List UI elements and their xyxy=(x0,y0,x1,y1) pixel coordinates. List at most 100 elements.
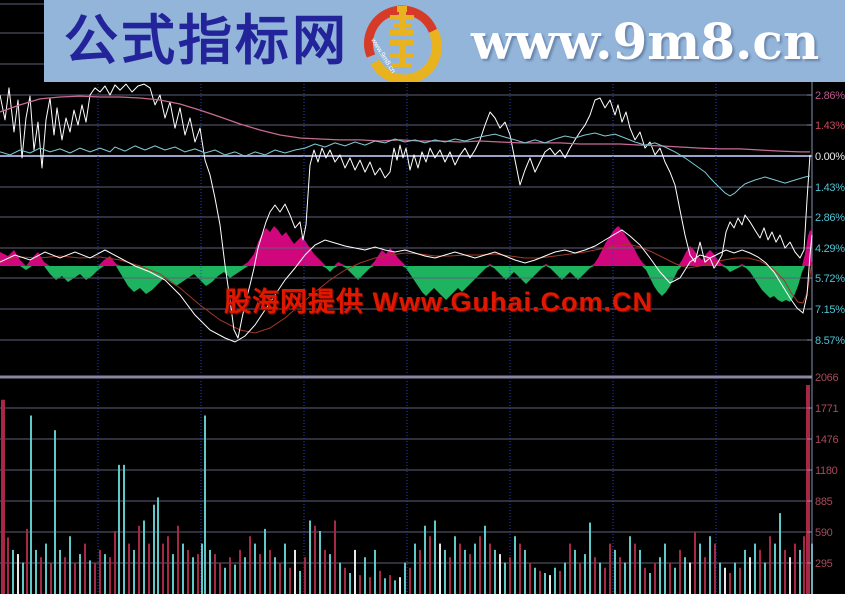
volume-bar xyxy=(484,525,486,594)
volume-bar xyxy=(114,531,116,594)
volume-bar xyxy=(384,578,386,594)
volume-bar xyxy=(274,557,276,594)
volume-bar xyxy=(679,549,681,594)
volume-bar xyxy=(454,536,456,594)
volume-bar xyxy=(74,562,76,594)
volume-bar xyxy=(369,577,371,594)
volume-bar xyxy=(444,549,446,594)
volume-bar xyxy=(803,536,805,594)
volume-bar xyxy=(157,497,159,594)
volume-bar xyxy=(799,549,801,594)
volume-bar xyxy=(7,537,9,594)
volume-bar xyxy=(654,562,656,594)
y-axis-label: 4.29% xyxy=(815,243,845,255)
volume-bar xyxy=(729,573,731,594)
volume-bar xyxy=(529,562,531,594)
volume-bar xyxy=(739,567,741,594)
volume-bar xyxy=(324,549,326,594)
volume-bar xyxy=(519,543,521,594)
volume-bar xyxy=(364,557,366,594)
volume-bar xyxy=(614,549,616,594)
volume-bar xyxy=(319,531,321,594)
volume-bar xyxy=(806,385,810,594)
volume-bar xyxy=(344,567,346,594)
volume-bar xyxy=(138,525,140,594)
volume-bar xyxy=(469,554,471,594)
volume-bar xyxy=(214,554,216,594)
volume-bar xyxy=(284,543,286,594)
volume-bar xyxy=(94,562,96,594)
y-axis-label: 5.72% xyxy=(815,273,845,285)
volume-bar xyxy=(69,536,71,594)
volume-bar xyxy=(229,557,231,594)
volume-bar xyxy=(669,562,671,594)
volume-bar xyxy=(559,570,561,594)
volume-bar xyxy=(26,528,28,594)
volume-bar xyxy=(172,554,174,594)
volume-bar xyxy=(414,543,416,594)
volume-bar xyxy=(759,549,761,594)
volume-bar xyxy=(339,562,341,594)
volume-bar xyxy=(649,573,651,594)
volume-bar xyxy=(45,543,47,594)
volume-bar xyxy=(589,522,591,594)
volume-bar xyxy=(379,570,381,594)
ad-banner[interactable]: 公式指标网 www.9m8.cn www.9m8.cn xyxy=(44,0,845,82)
y-axis-label: 2.86% xyxy=(815,212,845,224)
volume-bar xyxy=(254,543,256,594)
macd-fill-positive xyxy=(0,226,812,266)
banner-site-name: 公式指标网 xyxy=(64,11,349,71)
volume-bar xyxy=(17,554,19,594)
volume-bar xyxy=(474,543,476,594)
volume-bar xyxy=(259,554,261,594)
volume-bar xyxy=(309,520,311,594)
volume-bar xyxy=(54,430,56,594)
volume-bar xyxy=(624,562,626,594)
volume-bar xyxy=(249,536,251,594)
volume-bar xyxy=(197,554,199,594)
volume-bar xyxy=(564,562,566,594)
y-axis-label: 1.43% xyxy=(815,182,845,194)
volume-bar xyxy=(584,554,586,594)
volume-bar xyxy=(554,567,556,594)
volume-bar xyxy=(349,573,351,594)
watermark-text: 股海网提供 Www.Guhai.Com.CN xyxy=(224,287,653,317)
volume-bar xyxy=(269,549,271,594)
volume-bar xyxy=(192,557,194,594)
volume-bar xyxy=(464,549,466,594)
volume-bar xyxy=(629,536,631,594)
volume-bar xyxy=(504,562,506,594)
dif-line xyxy=(0,229,813,343)
volume-bar xyxy=(89,560,91,594)
volume-bar xyxy=(594,557,596,594)
volume-bar xyxy=(359,575,361,594)
volume-bar xyxy=(109,557,111,594)
y-axis-label: 7.15% xyxy=(815,304,845,316)
volume-bar xyxy=(784,549,786,594)
volume-bar xyxy=(704,557,706,594)
y-axis-label: 2066 xyxy=(815,372,838,384)
volume-bar xyxy=(734,562,736,594)
volume-bar xyxy=(574,549,576,594)
volume-bar xyxy=(334,520,336,594)
volume-bar xyxy=(133,549,135,594)
y-axis-label: 1476 xyxy=(815,434,838,446)
volume-bar xyxy=(143,520,145,594)
volume-bar xyxy=(794,543,796,594)
volume-bar xyxy=(569,543,571,594)
volume-bar xyxy=(104,554,106,594)
volume-bar xyxy=(234,564,236,594)
volume-bar xyxy=(544,573,546,594)
volume-bar xyxy=(404,562,406,594)
volume-bar xyxy=(764,562,766,594)
volume-bar xyxy=(209,549,211,594)
volume-bar xyxy=(153,504,155,594)
volume-bar xyxy=(689,562,691,594)
volume-bar xyxy=(599,562,601,594)
volume-bar xyxy=(299,570,301,594)
volume-bar xyxy=(714,543,716,594)
volume-bar xyxy=(304,557,306,594)
